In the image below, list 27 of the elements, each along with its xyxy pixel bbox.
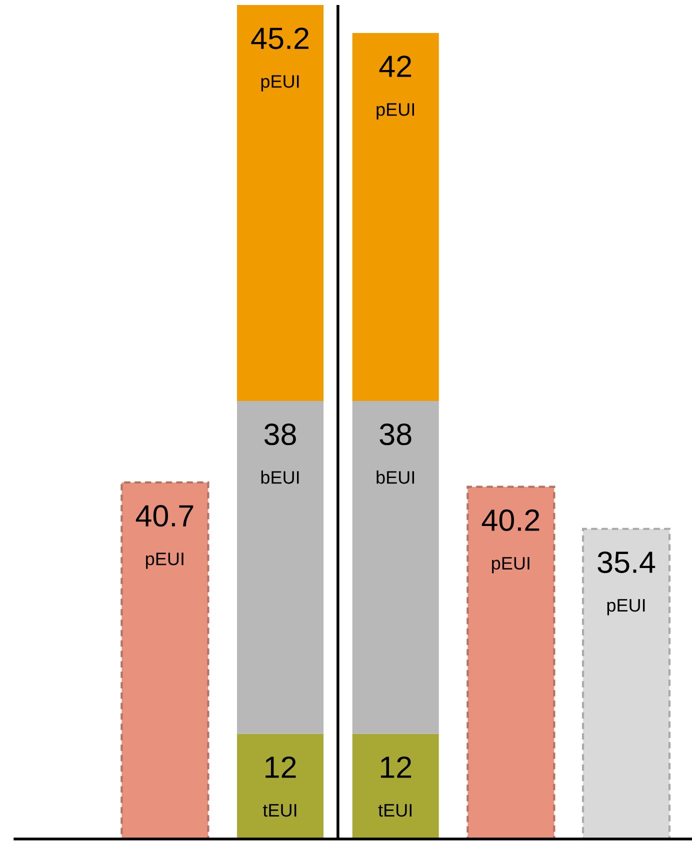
bar bbox=[352, 400, 439, 734]
data-label: 40.2 bbox=[482, 509, 540, 532]
data-label: 38 bbox=[264, 424, 296, 446]
text: bEUI bbox=[261, 470, 299, 484]
bar bbox=[466, 486, 556, 839]
bar bbox=[237, 734, 324, 839]
data-label: 42 bbox=[379, 56, 412, 77]
bar bbox=[352, 734, 439, 839]
text: pEUI bbox=[607, 599, 645, 616]
bar bbox=[582, 528, 671, 839]
data-label: 35.4 bbox=[598, 551, 656, 574]
data-label: 12 bbox=[380, 756, 412, 778]
series-label: bEUI bbox=[376, 470, 414, 484]
data-label: 45.2 bbox=[251, 28, 308, 50]
series-label: pEUI bbox=[492, 557, 530, 574]
text: tEUI bbox=[378, 804, 412, 817]
data-label: 40.7 bbox=[136, 505, 194, 527]
text: pEUI bbox=[261, 75, 299, 92]
bar bbox=[237, 5, 324, 401]
bar bbox=[120, 481, 210, 839]
series-label: tEUI bbox=[262, 804, 296, 817]
data-label: 12 bbox=[266, 756, 296, 778]
bar bbox=[352, 33, 439, 401]
data-label: 38 bbox=[380, 424, 412, 446]
text: pEUI bbox=[146, 552, 184, 569]
bar bbox=[237, 400, 324, 734]
series-label: pEUI bbox=[376, 103, 414, 120]
